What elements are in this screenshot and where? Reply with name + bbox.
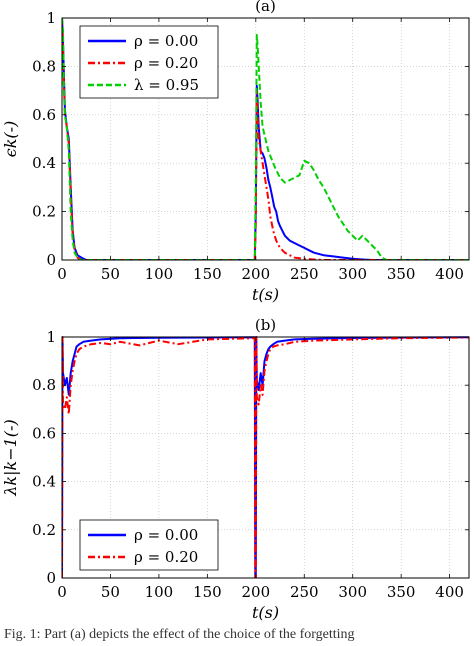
legend: ρ = 0.00 ρ = 0.20 xyxy=(79,519,219,571)
y-tick-label: 0.4 xyxy=(32,154,56,172)
x-tick-label: 50 xyxy=(101,583,120,601)
y-tick-label: 0 xyxy=(46,251,56,269)
x-tick-label: 400 xyxy=(435,265,464,283)
axes-frame xyxy=(61,17,470,261)
panel-b: 0 50 100 150 200 250 300 350 400 0 0.2 0.4 0.6 0.8 1 (b… xyxy=(1,316,470,622)
panel-label: (a) xyxy=(255,0,276,15)
x-tick-label: 0 xyxy=(57,583,67,601)
legend-label: ρ = 0.00 xyxy=(134,526,198,544)
x-tick-label: 0 xyxy=(57,265,67,283)
y-tick-label: 0.2 xyxy=(32,521,56,539)
x-tick-label: 400 xyxy=(435,583,464,601)
legend-label: ρ = 0.20 xyxy=(134,54,198,72)
series-line-3 xyxy=(62,17,469,260)
series-line-1 xyxy=(62,17,469,260)
panel-a: 0 50 100 150 200 250 300 350 400 0 0.2 0.4 0.6 0.8 1 (a… xyxy=(1,0,470,304)
x-tick-label: 200 xyxy=(241,265,270,283)
y-axis-label: ϵk(-) xyxy=(1,121,20,158)
x-tick-label: 150 xyxy=(193,265,222,283)
y-tick-label: 0 xyxy=(46,569,56,587)
x-tick-label: 100 xyxy=(145,265,174,283)
legend-label: ρ = 0.00 xyxy=(134,32,198,50)
x-tick-label: 150 xyxy=(193,583,222,601)
x-tick-label: 350 xyxy=(387,265,416,283)
legend-box xyxy=(79,519,219,571)
y-tick-label: 0.2 xyxy=(32,203,56,221)
y-tick-label: 0.4 xyxy=(32,473,56,491)
y-tick-label: 1 xyxy=(46,9,56,27)
x-axis-label: t(s) xyxy=(252,285,279,304)
x-tick-label: 250 xyxy=(290,265,319,283)
legend-label: ρ = 0.20 xyxy=(134,548,198,566)
x-tick-label: 200 xyxy=(241,583,270,601)
y-tick-label: 0.8 xyxy=(32,57,56,75)
series-line-1 xyxy=(62,336,469,578)
y-axis-label: λk|k−1(-) xyxy=(1,419,20,496)
y-tick-label: 0.6 xyxy=(32,424,56,442)
legend: ρ = 0.00 ρ = 0.20 λ = 0.95 xyxy=(79,25,219,99)
figure-caption: Fig. 1: Part (a) depicts the effect of t… xyxy=(4,627,355,642)
x-tick-label: 250 xyxy=(290,583,319,601)
y-tick-label: 0.6 xyxy=(32,106,56,124)
axes-frame xyxy=(61,336,470,579)
x-axis-label: t(s) xyxy=(252,603,279,622)
y-tick-label: 1 xyxy=(46,328,56,346)
x-tick-label: 350 xyxy=(387,583,416,601)
series-line-2 xyxy=(62,336,469,578)
x-tick-label: 50 xyxy=(101,265,120,283)
legend-label: λ = 0.95 xyxy=(134,76,199,94)
panel-label: (b) xyxy=(255,316,276,334)
y-tick-label: 0.8 xyxy=(32,376,56,394)
x-tick-label: 300 xyxy=(338,265,367,283)
x-tick-label: 100 xyxy=(145,583,174,601)
x-tick-label: 300 xyxy=(338,583,367,601)
